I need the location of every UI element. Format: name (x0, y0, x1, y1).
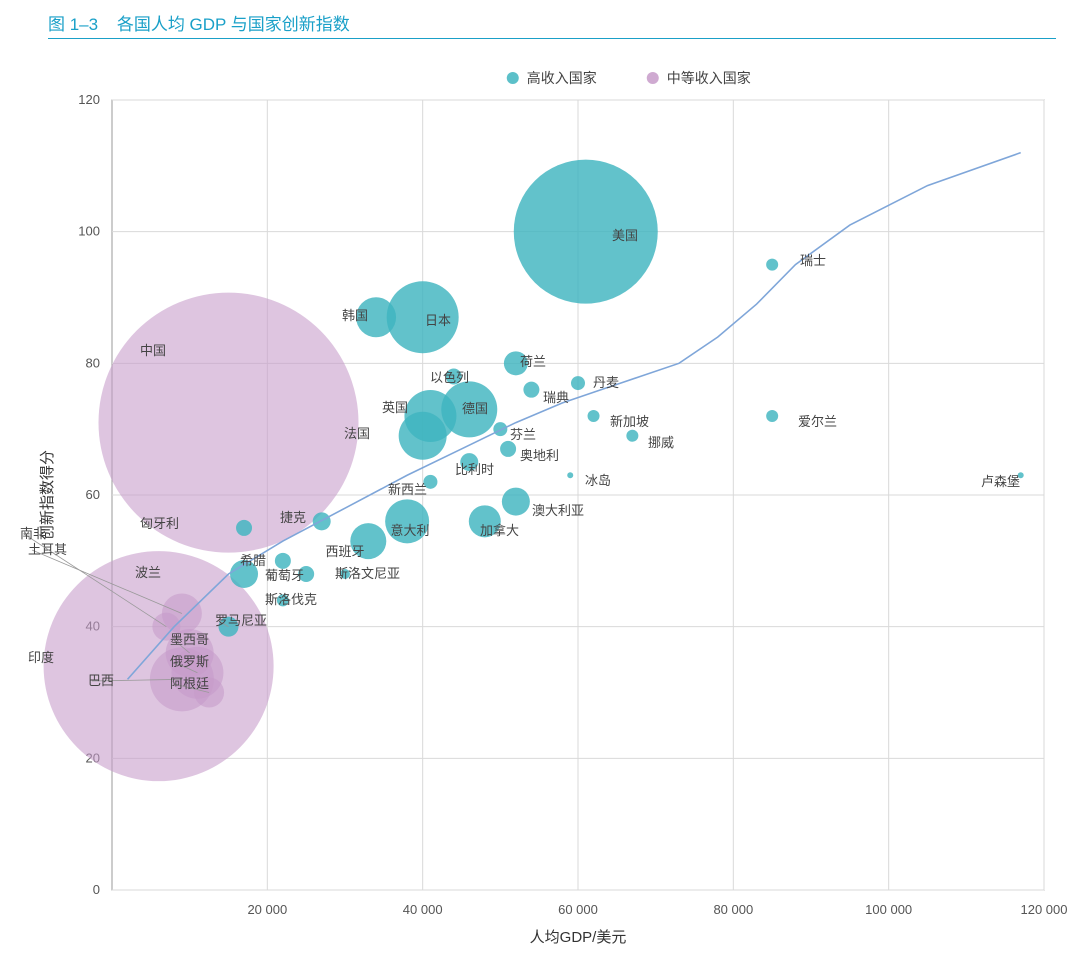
data-bubble (588, 410, 600, 422)
data-label: 葡萄牙 (265, 568, 304, 583)
data-label: 南非 (20, 526, 46, 541)
data-label: 瑞士 (800, 253, 826, 268)
data-bubble (500, 441, 516, 457)
data-label: 巴西 (88, 673, 114, 688)
data-bubble (399, 412, 447, 460)
data-label: 德国 (462, 401, 488, 416)
scatter-chart: 20 00040 00060 00080 000100 000120 00002… (0, 50, 1080, 970)
data-label: 西班牙 (325, 544, 364, 559)
data-label: 俄罗斯 (170, 654, 209, 669)
figure-title: 图 1–3 各国人均 GDP 与国家创新指数 (48, 10, 350, 35)
data-label: 希腊 (240, 553, 266, 568)
figure-number: 图 1–3 (48, 15, 98, 34)
x-tick-label: 100 000 (865, 902, 912, 917)
data-label: 美国 (612, 228, 638, 243)
data-bubble (571, 376, 585, 390)
data-label: 加拿大 (480, 523, 519, 538)
data-label: 挪威 (648, 435, 674, 450)
data-label: 澳大利亚 (532, 503, 584, 518)
data-label: 冰岛 (585, 473, 611, 488)
data-bubble (766, 410, 778, 422)
data-label: 以色列 (430, 370, 469, 385)
data-label: 匈牙利 (140, 516, 179, 531)
data-label: 波兰 (135, 565, 161, 580)
data-label: 中国 (140, 343, 166, 358)
data-label: 新加坡 (610, 414, 649, 429)
figure-name: 各国人均 GDP 与国家创新指数 (117, 15, 350, 34)
title-underline (48, 38, 1056, 39)
legend-label: 高收入国家 (527, 70, 597, 86)
data-bubble (567, 472, 573, 478)
y-tick-label: 60 (86, 487, 100, 502)
legend-label: 中等收入国家 (667, 70, 751, 86)
data-label: 比利时 (455, 462, 494, 477)
data-bubble (275, 553, 291, 569)
data-label: 芬兰 (510, 427, 536, 442)
data-bubble (523, 382, 539, 398)
data-label: 荷兰 (520, 354, 546, 369)
y-tick-label: 80 (86, 355, 100, 370)
x-tick-label: 60 000 (558, 902, 598, 917)
data-label: 日本 (425, 313, 451, 328)
data-bubble (766, 259, 778, 271)
data-label: 爱尔兰 (798, 414, 837, 429)
x-tick-label: 120 000 (1021, 902, 1068, 917)
x-tick-label: 40 000 (403, 902, 443, 917)
data-label: 英国 (382, 400, 408, 415)
data-bubble (493, 422, 507, 436)
y-tick-label: 0 (93, 882, 100, 897)
data-label: 斯洛文尼亚 (335, 566, 400, 581)
x-tick-label: 80 000 (713, 902, 753, 917)
data-label: 韩国 (342, 308, 368, 323)
data-label: 捷克 (280, 510, 306, 525)
x-tick-label: 20 000 (247, 902, 287, 917)
data-label: 阿根廷 (170, 676, 209, 691)
data-label: 印度 (28, 650, 54, 665)
data-label: 卢森堡 (981, 474, 1020, 489)
data-label: 瑞典 (543, 390, 569, 405)
figure-page: 图 1–3 各国人均 GDP 与国家创新指数 20 000 40 000 60 00… (0, 0, 1080, 979)
y-tick-label: 100 (78, 224, 100, 239)
data-label: 法国 (344, 426, 370, 441)
data-bubble (502, 488, 530, 516)
x-axis-label: 人均GDP/美元 (530, 929, 627, 946)
y-tick-label: 120 (78, 92, 100, 107)
data-label: 罗马尼亚 (215, 613, 267, 628)
data-label: 丹麦 (593, 375, 619, 390)
data-label: 奥地利 (520, 448, 559, 463)
data-label: 墨西哥 (170, 632, 209, 647)
data-bubble (626, 430, 638, 442)
legend-swatch (647, 72, 659, 84)
data-label: 斯洛伐克 (265, 592, 317, 607)
data-bubble (236, 520, 252, 536)
chart-container: 20 00040 00060 00080 000100 000120 00002… (0, 50, 1080, 970)
data-label: 新西兰 (388, 482, 427, 497)
data-label: 意大利 (390, 523, 429, 538)
legend-swatch (507, 72, 519, 84)
